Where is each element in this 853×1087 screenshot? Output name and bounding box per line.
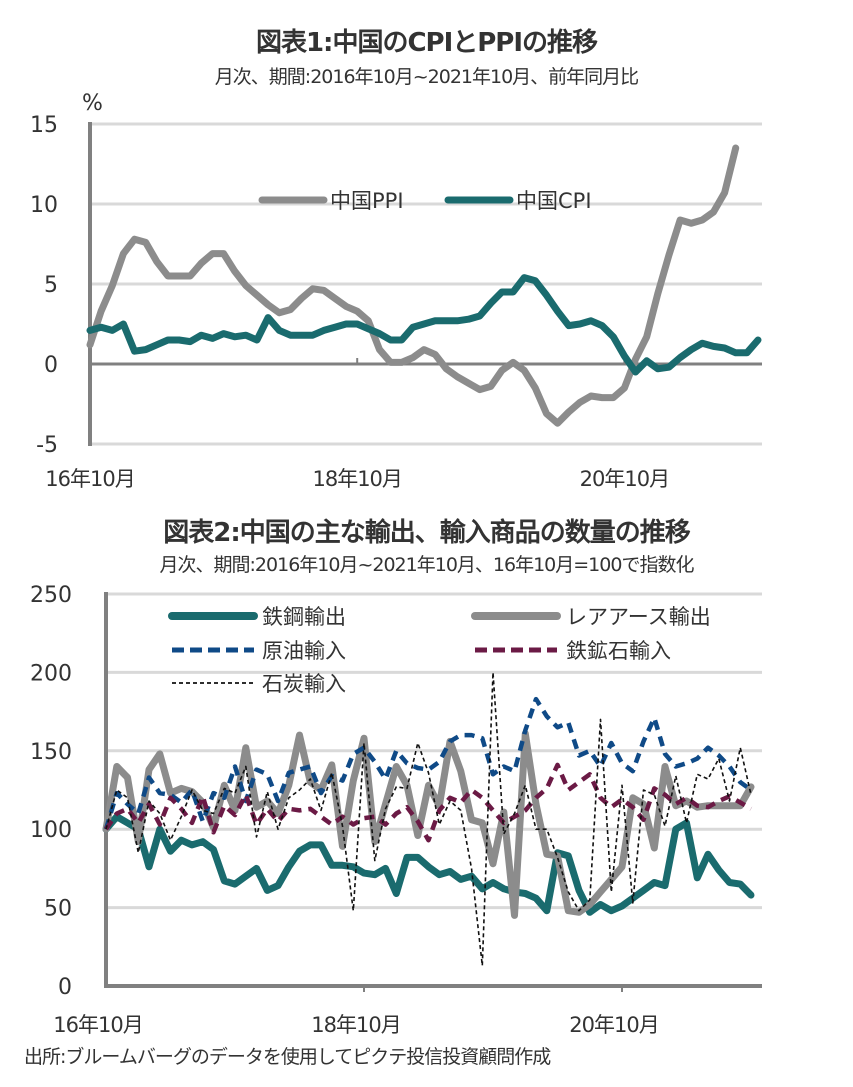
x-tick-label: 18年10月 bbox=[311, 1013, 400, 1037]
chart1-plot: 15 10 5 0 -5 16年10月 18年10月 20年10月% 中国PPI 中国CPI bbox=[30, 91, 762, 491]
x-tick-label: 16年10月 bbox=[53, 1013, 142, 1037]
x-tick-label: 20年10月 bbox=[580, 467, 669, 491]
x-tick-label: 18年10月 bbox=[312, 467, 401, 491]
y-tick-label: 15 bbox=[30, 113, 58, 138]
series-line-0 bbox=[86, 144, 740, 427]
series-line-0 bbox=[102, 813, 755, 916]
series-line-4 bbox=[105, 671, 752, 967]
y-tick-label: 150 bbox=[30, 740, 72, 765]
y-tick-label: 200 bbox=[30, 661, 72, 686]
y-unit-label: % bbox=[82, 91, 103, 116]
series-line-1 bbox=[86, 274, 762, 376]
legend-label-3: 鉄鉱石輸入 bbox=[566, 639, 671, 663]
y-tick-label: 100 bbox=[30, 818, 72, 843]
legend-label-1: レアアース輸出 bbox=[566, 605, 711, 629]
source-note: 出所:ブルームバーグのデータを使用してピクテ投信投資顧問作成 bbox=[24, 1046, 551, 1068]
chart1-title: 図表1:中国のCPIとPPIの推移 bbox=[255, 28, 598, 58]
legend-label-0: 中国PPI bbox=[330, 189, 404, 213]
y-tick-label: 250 bbox=[30, 583, 72, 608]
y-tick-label: 0 bbox=[58, 975, 72, 1000]
x-tick-label: 16年10月 bbox=[45, 467, 134, 491]
chart2-subtitle: 月次、期間:2016年10月~2021年10月、16年10月=100で指数化 bbox=[159, 554, 695, 576]
series-line-3 bbox=[104, 762, 753, 843]
series-line-1 bbox=[102, 730, 755, 919]
legend-label-0: 鉄鋼輸出 bbox=[262, 605, 346, 629]
legend-label-2: 原油輸入 bbox=[262, 639, 346, 663]
legend-label-1: 中国CPI bbox=[516, 189, 592, 213]
chart1-subtitle: 月次、期間:2016年10月~2021年10月、前年同月比 bbox=[214, 66, 639, 88]
y-tick-label: -5 bbox=[36, 433, 58, 458]
y-tick-label: 50 bbox=[44, 897, 72, 922]
y-tick-label: 0 bbox=[44, 353, 58, 378]
y-tick-label: 10 bbox=[30, 193, 58, 218]
chart2-title: 図表2:中国の主な輸出、輸入商品の数量の推移 bbox=[163, 518, 691, 548]
y-tick-label: 5 bbox=[44, 273, 58, 298]
series-line-2 bbox=[103, 696, 753, 830]
legend-label-4: 石炭輸入 bbox=[262, 672, 346, 696]
x-tick-label: 20年10月 bbox=[569, 1013, 658, 1037]
